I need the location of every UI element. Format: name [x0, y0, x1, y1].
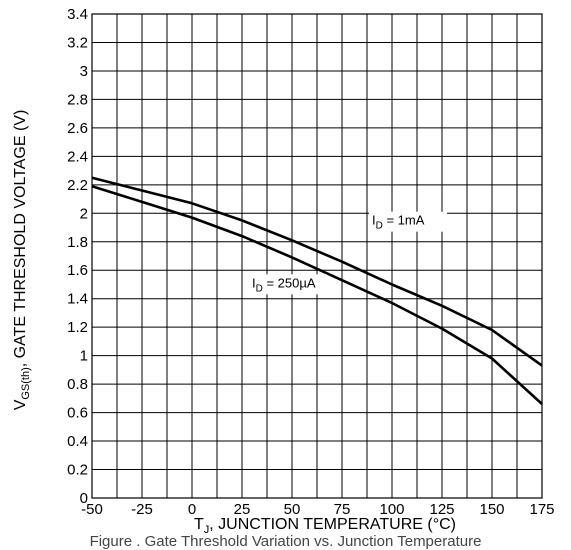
series-annotation-id_1mA: ID = 1mA: [372, 213, 425, 232]
grid: [91, 13, 543, 499]
x-tick-label: 150: [479, 501, 504, 518]
series-line-id_250uA: [91, 184, 543, 405]
y-axis-label-rest: , GATE THRESHOLD VOLTAGE (V): [12, 110, 29, 368]
series-annotation-id_250uA: ID = 250µA: [252, 275, 316, 294]
x-tick-label: 125: [429, 501, 454, 518]
y-tick-label: 1.2: [67, 319, 88, 336]
series-line-id_1mA: [91, 176, 543, 367]
y-tick-label: 2.8: [67, 91, 88, 108]
y-tick-label: 1.4: [67, 291, 88, 308]
y-axis-label-main: V: [12, 399, 29, 410]
y-tick-label: 3.2: [67, 34, 88, 51]
y-tick-label: 3: [80, 63, 88, 80]
annotations: ID = 1mA ID = 250µA: [249, 211, 447, 295]
series-lines: [91, 176, 543, 405]
y-axis-label-sub: GS(th): [20, 367, 32, 399]
y-tick-label: 0.4: [67, 433, 88, 450]
y-tick-label: 0.6: [67, 405, 88, 422]
y-tick-label: 1.6: [67, 262, 88, 279]
annotation-backdrop: [369, 211, 447, 232]
figure-caption: Figure . Gate Threshold Variation vs. Ju…: [89, 533, 482, 550]
x-axis-label-rest: , JUNCTION TEMPERATURE (°C): [209, 516, 456, 533]
x-tick-label: 50: [284, 501, 301, 518]
x-axis-label-sub: J: [204, 524, 210, 536]
x-axis-label: TJ, JUNCTION TEMPERATURE (°C): [194, 516, 456, 536]
x-tick-label: 0: [188, 501, 196, 518]
y-tick-label: 1.8: [67, 234, 88, 251]
y-tick-label: 0.2: [67, 462, 88, 479]
x-tick-label: -25: [131, 501, 153, 518]
y-tick-label: 2.2: [67, 177, 88, 194]
tick-labels: -50 -25 0 25 50 75 100 125 150 175 0 0.2 0.4 0.6 0.8 1 1…: [67, 6, 554, 518]
x-tick-label: 100: [379, 501, 404, 518]
x-axis-label-main: T: [194, 516, 204, 533]
y-tick-label: 2: [80, 205, 88, 222]
plot-frame: [91, 13, 543, 499]
x-tick-label: 175: [529, 501, 554, 518]
y-tick-label: 2.6: [67, 120, 88, 137]
y-tick-label: 0.8: [67, 376, 88, 393]
y-tick-label: 2.4: [67, 148, 88, 165]
y-tick-label: 0: [80, 490, 88, 507]
y-axis-label: VGS(th), GATE THRESHOLD VOLTAGE (V): [12, 110, 32, 411]
y-tick-label: 3.4: [67, 6, 88, 23]
x-tick-label: 25: [234, 501, 251, 518]
x-tick-label: 75: [334, 501, 351, 518]
y-tick-label: 1: [80, 348, 88, 365]
x-tick-label: -50: [81, 501, 103, 518]
annotation-backdrop: [249, 274, 327, 295]
